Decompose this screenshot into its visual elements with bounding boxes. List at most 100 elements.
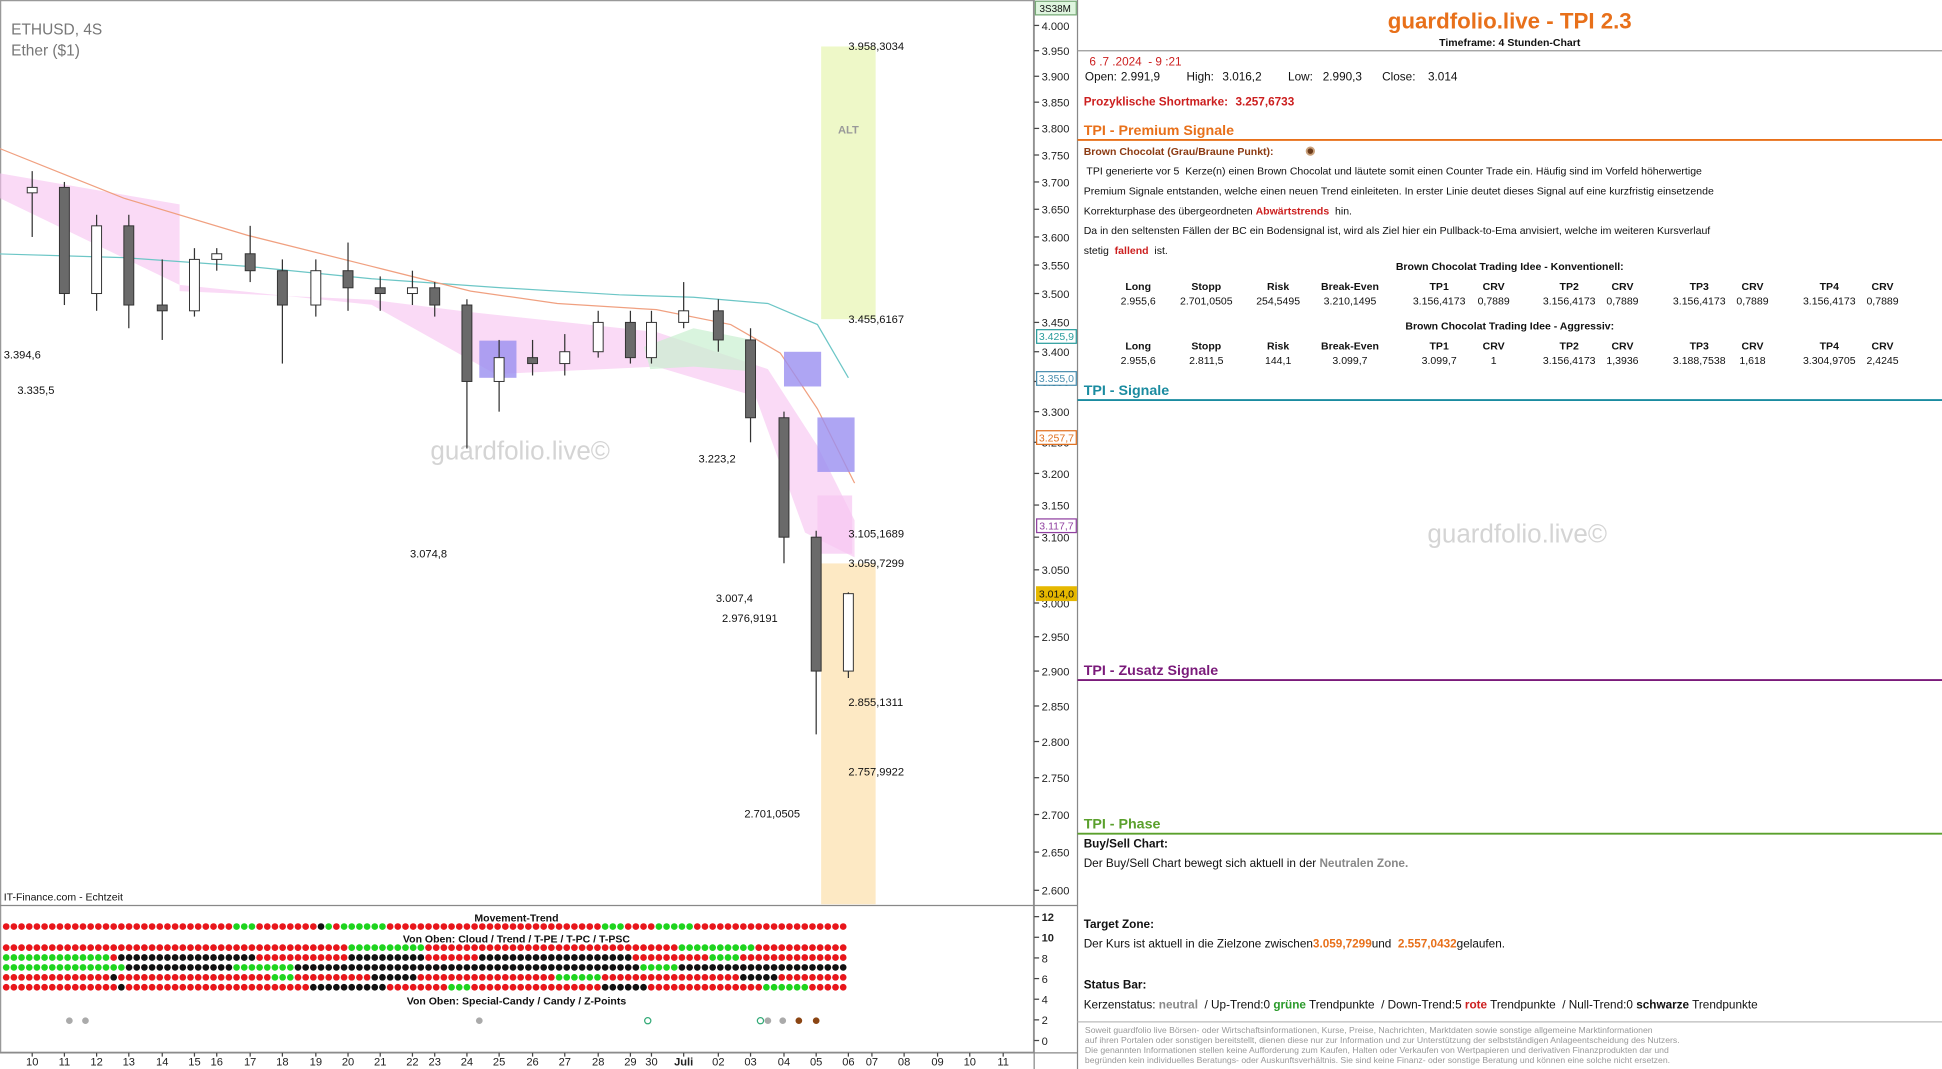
table-header: CRV — [1611, 281, 1633, 293]
text-segment: Korrekturphase des übergeordneten — [1084, 205, 1256, 217]
cloud-green — [644, 328, 756, 372]
signal-dot — [609, 983, 617, 991]
text-segment: 2.557,0432 — [1398, 938, 1457, 951]
text-line: Premium Signale entstanden, welche einen… — [1084, 185, 1714, 197]
signal-dot — [118, 923, 125, 930]
signal-dot — [102, 964, 110, 971]
table-header: Break-Even — [1321, 281, 1379, 293]
text-segment: hin. — [1329, 205, 1352, 217]
signal-dot — [294, 954, 302, 961]
signal-dot — [824, 964, 832, 971]
signal-dot — [41, 954, 48, 961]
text-line: Kerzenstatus: neutral / Up-Trend:0 grüne… — [1084, 998, 1758, 1011]
candle-body — [678, 310, 690, 323]
signal-dot — [363, 923, 371, 930]
disclaimer: Soweit guardfolio live Börsen- oder Wirt… — [1085, 1025, 1653, 1035]
signal-dot — [478, 944, 486, 951]
x-tick-label: 15 — [188, 1056, 200, 1068]
signal-dot — [271, 973, 279, 981]
signal-dot — [171, 923, 179, 930]
signal-dot — [263, 923, 271, 930]
indicator-title: Movement-Trend — [474, 913, 558, 925]
signal-dot — [171, 964, 179, 971]
signal-dot — [248, 944, 256, 951]
signal-dot — [340, 983, 348, 991]
signal-dot — [670, 964, 678, 971]
price-tag — [1036, 371, 1077, 386]
signal-dot — [594, 944, 601, 951]
signal-dot — [501, 983, 509, 991]
signal-dot — [486, 944, 494, 951]
section-heading: TPI - Signale — [1084, 383, 1169, 399]
signal-dot — [110, 944, 118, 951]
signal-dot — [394, 954, 402, 961]
y-tick-label: 6 — [1042, 974, 1048, 986]
y-tick-label: 2.750 — [1042, 773, 1070, 785]
signal-dot — [555, 964, 563, 971]
x-tick-label: 07 — [866, 1056, 878, 1068]
signal-dot — [617, 983, 624, 991]
signal-dot — [455, 983, 463, 991]
signal-dot — [724, 964, 732, 971]
text-line: stetig fallend ist. — [1084, 245, 1168, 257]
text-segment: rote — [1465, 998, 1488, 1011]
block-title: Status Bar: — [1084, 978, 1147, 991]
signal-dot — [94, 983, 102, 991]
candle-body — [810, 536, 822, 672]
y-tick-label: 3.800 — [1042, 124, 1070, 136]
signal-dot — [647, 964, 655, 971]
signal-dot — [333, 944, 340, 951]
signal-dot — [525, 923, 532, 930]
signal-dot — [10, 944, 18, 951]
table-cell: 3.156,4173 — [1673, 296, 1726, 308]
y-tick-label: 10 — [1042, 933, 1054, 945]
signal-dot — [164, 964, 171, 971]
signal-dot — [25, 973, 33, 981]
signal-dot — [525, 973, 532, 981]
signal-dot — [693, 954, 701, 961]
signal-dot — [732, 983, 740, 991]
signal-dot — [64, 923, 71, 930]
signal-dot — [632, 973, 640, 981]
signal-dot — [532, 944, 540, 951]
signal-dot — [809, 973, 816, 981]
signal-dot — [494, 923, 501, 930]
signal-dot — [294, 944, 302, 951]
signal-dot — [363, 954, 371, 961]
signal-dot — [187, 923, 194, 930]
signal-dot — [793, 983, 801, 991]
signal-dot — [317, 983, 325, 991]
signal-dot — [632, 983, 640, 991]
signal-dot — [271, 944, 279, 951]
signal-dot — [233, 923, 240, 930]
signal-dot — [786, 964, 793, 971]
signal-dot — [578, 923, 586, 930]
signal-dot — [79, 973, 87, 981]
signal-dot — [41, 983, 48, 991]
signal-dot — [747, 944, 755, 951]
signal-dot — [824, 973, 832, 981]
signal-dot — [478, 923, 486, 930]
watermark: guardfolio.live© — [1427, 519, 1607, 549]
signal-dot — [548, 954, 555, 961]
signal-dot — [824, 983, 832, 991]
signal-dot — [740, 954, 747, 961]
signal-dot — [363, 964, 371, 971]
signal-dot — [133, 964, 141, 971]
signal-dot — [156, 983, 164, 991]
signal-dot — [310, 973, 317, 981]
signal-dot — [471, 964, 478, 971]
disclaimer: begründen kein individuelles Beratungs- … — [1085, 1055, 1670, 1065]
signal-dot — [624, 983, 632, 991]
signal-dot — [517, 923, 525, 930]
signal-dot — [832, 983, 839, 991]
table-header: TP1 — [1430, 340, 1449, 352]
signal-dot — [617, 964, 624, 971]
signal-dot — [179, 964, 187, 971]
x-tick-label: 30 — [645, 1056, 657, 1068]
signal-dot — [786, 923, 793, 930]
signal-dot — [79, 954, 87, 961]
signal-dot — [217, 954, 225, 961]
y-tick-label: 3.200 — [1042, 469, 1070, 481]
candle-body — [211, 253, 223, 260]
